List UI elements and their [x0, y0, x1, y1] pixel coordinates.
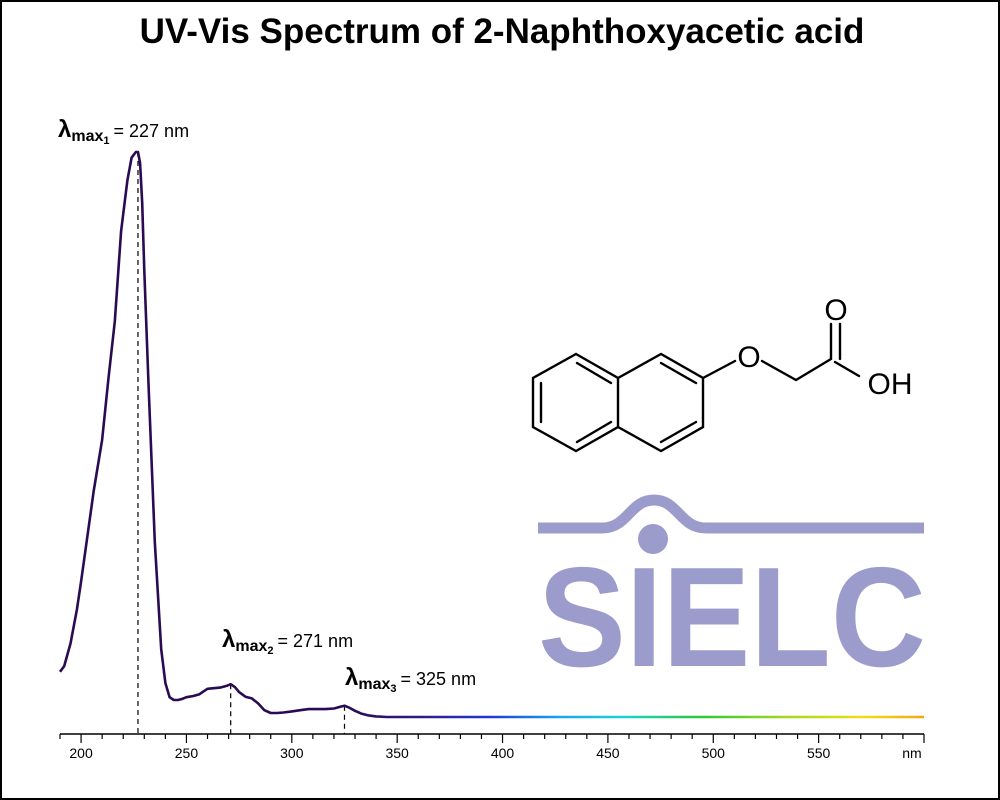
- peak-label: λmax1 = 227 nm: [58, 116, 189, 147]
- x-tick-label: 500: [702, 745, 726, 761]
- logo-i-dot: [638, 524, 668, 554]
- molecule-structure: [531, 322, 861, 453]
- peak-label: λmax2 = 271 nm: [222, 626, 353, 657]
- x-tick-label: 300: [280, 745, 304, 761]
- naphthalene-left-ring: [531, 352, 620, 453]
- logo-text: SIELC: [538, 538, 926, 697]
- peak-droplines: [137, 152, 346, 734]
- x-tick-label: 250: [175, 745, 199, 761]
- atom-o-carbonyl: O: [824, 294, 847, 327]
- x-axis-tick-labels: 200 250 300 350 400 450 500 550: [69, 745, 830, 761]
- logo-swoosh: [538, 494, 924, 534]
- x-axis-label: nm: [902, 745, 921, 761]
- x-tick-label: 450: [596, 745, 620, 761]
- x-tick-label: 550: [807, 745, 831, 761]
- atom-o-ether: O: [737, 341, 760, 374]
- naphthalene-right-ring: [616, 352, 705, 453]
- peak-annotations: λmax1 = 227 nm λmax2 = 271 nm λmax3 = 325 nm: [58, 116, 476, 695]
- x-tick-label: 400: [491, 745, 515, 761]
- chart-title: UV-Vis Spectrum of 2-Naphthoxyacetic aci…: [139, 12, 865, 51]
- peak-label: λmax3 = 325 nm: [345, 664, 476, 695]
- aromatic-inner-bonds: [539, 361, 698, 444]
- sielc-logo: SIELC: [538, 494, 926, 697]
- x-axis-ticks: [59, 734, 925, 743]
- spectrum-line: [58, 150, 924, 719]
- x-tick-label: 350: [385, 745, 409, 761]
- atom-oh: OH: [868, 368, 913, 401]
- side-chain-bonds: [701, 322, 861, 382]
- x-tick-label: 200: [69, 745, 93, 761]
